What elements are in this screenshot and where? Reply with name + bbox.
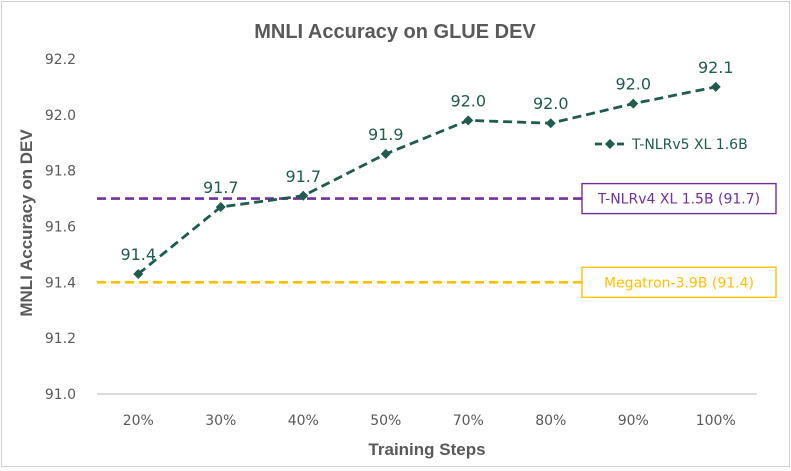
data-label: 91.9: [368, 125, 404, 144]
data-point-marker: [710, 81, 721, 92]
data-label: 91.4: [120, 245, 156, 264]
x-tick-label: 80%: [535, 413, 566, 429]
data-label: 92.1: [698, 58, 734, 77]
y-axis-title: MNLI Accuracy on DEV: [17, 129, 36, 317]
x-tick-label: 90%: [618, 413, 649, 429]
data-label: 92.0: [615, 75, 651, 94]
chart-title: MNLI Accuracy on GLUE DEV: [254, 21, 536, 43]
reference-label-box: [581, 266, 777, 299]
x-axis-title: Training Steps: [368, 440, 485, 459]
data-point-marker: [298, 190, 309, 201]
data-point-marker: [380, 148, 391, 159]
reference-label: T-NLRv4 XL 1.5B (91.7): [597, 192, 760, 208]
x-tick-label: 20%: [123, 413, 154, 429]
y-tick-label: 91.0: [45, 387, 76, 403]
reference-label-box: [581, 182, 777, 215]
series-line: [137, 85, 717, 276]
x-tick-label: 30%: [205, 413, 236, 429]
data-point-marker: [463, 115, 474, 126]
data-point-marker: [545, 118, 556, 129]
data-point-marker: [215, 201, 226, 212]
y-tick-label: 92.2: [45, 52, 76, 68]
data-point-marker: [133, 268, 144, 279]
y-tick-label: 91.4: [45, 275, 76, 291]
x-tick-label: 50%: [370, 413, 401, 429]
legend-label: T-NLRv5 XL 1.6B: [631, 137, 748, 153]
x-tick-label: 100%: [696, 413, 736, 429]
y-tick-label: 92.0: [45, 108, 76, 124]
data-label: 92.0: [533, 94, 569, 113]
data-label: 91.7: [285, 167, 321, 186]
reference-label: Megatron-3.9B (91.4): [604, 275, 754, 291]
y-tick-label: 91.6: [45, 220, 76, 236]
data-label: 92.0: [450, 91, 486, 110]
x-tick-label: 40%: [288, 413, 319, 429]
data-point-marker: [628, 98, 639, 109]
x-tick-label: 70%: [453, 413, 484, 429]
legend-marker-swatch: [605, 139, 615, 149]
y-tick-label: 91.8: [45, 164, 76, 180]
y-tick-label: 91.2: [45, 331, 76, 347]
data-label: 91.7: [203, 178, 239, 197]
